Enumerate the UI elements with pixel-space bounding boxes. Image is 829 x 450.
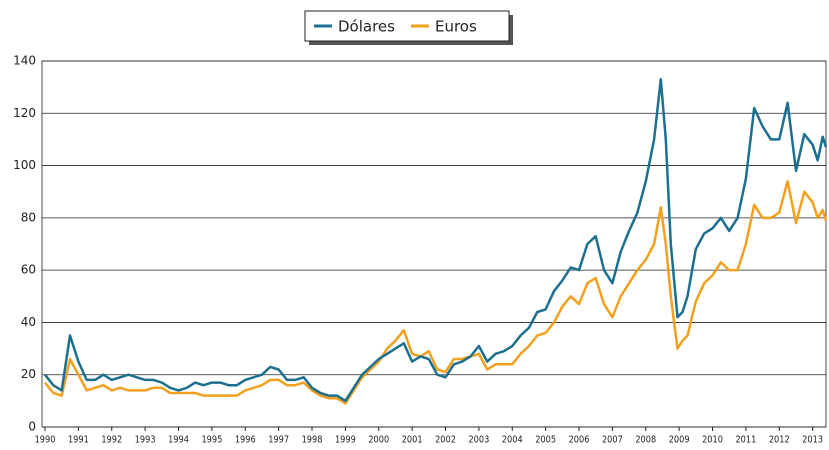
x-tick-label: 1997: [268, 435, 289, 446]
x-tick-label: 2010: [702, 435, 723, 446]
x-tick-label: 2003: [468, 435, 489, 446]
x-tick-label: 2009: [669, 435, 690, 446]
x-tick-label: 2004: [502, 435, 523, 446]
y-tick-label: 140: [13, 54, 36, 68]
series-line: [44, 78, 828, 403]
x-tick-label: 1995: [201, 435, 222, 446]
y-tick-label: 40: [21, 315, 36, 329]
x-tick-label: 2008: [635, 435, 656, 446]
x-tick-label: 1993: [135, 435, 156, 446]
x-tick-label: 1992: [101, 435, 122, 446]
x-tick-label: 2001: [402, 435, 423, 446]
y-tick-label: 100: [13, 158, 36, 172]
x-tick-label: 2006: [569, 435, 590, 446]
x-tick-label: 1991: [68, 435, 89, 446]
legend-label: Euros: [435, 18, 477, 36]
x-tick-label: 1994: [168, 435, 189, 446]
legend-label: Dólares: [338, 18, 395, 36]
x-tick-label: 1999: [335, 435, 356, 446]
x-tick-label: 1990: [35, 435, 56, 446]
y-tick-label: 120: [13, 106, 36, 120]
legend-box: [304, 10, 510, 42]
x-tick-label: 2005: [535, 435, 556, 446]
series-line: [44, 180, 828, 405]
y-tick-label: 60: [21, 263, 36, 277]
x-tick-label: 2007: [602, 435, 623, 446]
x-tick-label: 2000: [368, 435, 389, 446]
y-tick-label: 80: [21, 210, 36, 224]
x-tick-label: 2013: [802, 435, 823, 446]
y-tick-label: 0: [28, 420, 36, 434]
x-tick-label: 2011: [735, 435, 756, 446]
x-tick-label: 1996: [235, 435, 256, 446]
x-tick-label: 2002: [435, 435, 456, 446]
x-tick-label: 2012: [769, 435, 790, 446]
x-tick-label: 1998: [302, 435, 323, 446]
plot-frame: [41, 60, 827, 428]
y-tick-label: 20: [21, 367, 36, 381]
